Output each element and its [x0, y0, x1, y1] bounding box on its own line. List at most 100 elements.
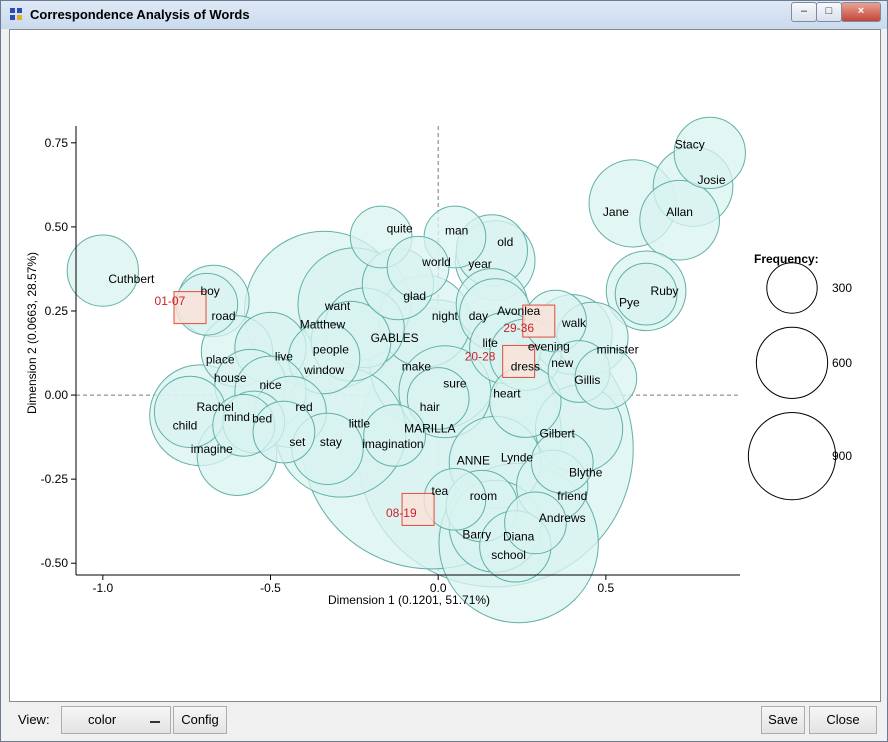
section-label: 08-19: [386, 506, 417, 520]
word-label: hair: [420, 400, 440, 414]
section-marker: [401, 492, 435, 526]
word-label: window: [303, 363, 344, 377]
legend-bubble: [755, 326, 829, 399]
word-label: friend: [557, 489, 587, 503]
word-label: road: [212, 309, 236, 323]
word-label: Josie: [697, 173, 725, 187]
minimize-button[interactable]: –: [791, 2, 817, 22]
word-bubble: [574, 346, 638, 410]
section-marker: [173, 291, 207, 325]
word-label: night: [432, 309, 459, 323]
view-select[interactable]: color: [61, 706, 171, 734]
word-bubble: [614, 262, 678, 326]
word-label: Allan: [666, 205, 693, 219]
legend-title: Frequency:: [754, 252, 819, 266]
word-label: boy: [200, 284, 219, 298]
word-label: child: [173, 418, 198, 432]
word-label: Stacy: [675, 137, 705, 151]
y-tick-label: 0.00: [45, 388, 69, 402]
word-label: live: [275, 349, 293, 363]
word-label: quite: [387, 222, 413, 236]
word-label: glad: [403, 289, 426, 303]
word-label: Lynde: [501, 450, 534, 464]
word-bubble: [288, 321, 361, 395]
word-label: people: [313, 343, 349, 357]
word-label: old: [497, 235, 513, 249]
legend-bubble: [766, 262, 818, 314]
word-label: man: [445, 223, 468, 237]
word-label: stay: [320, 435, 342, 449]
close-window-button[interactable]: ×: [841, 2, 881, 22]
word-label: Avonlea: [497, 304, 540, 318]
word-label: room: [470, 489, 497, 503]
y-tick-label: 0.25: [45, 304, 69, 318]
correspondence-plot: -1.0 -0.5 0.0 0.5 -0.50 -0.25 0.00 0.25 0.50 0.75…: [25, 116, 852, 624]
word-label: Pye: [619, 296, 640, 310]
x-tick-label: 0.0: [430, 581, 447, 595]
legend-label: 300: [832, 281, 852, 295]
word-label: Cuthbert: [108, 272, 155, 286]
config-button[interactable]: Config: [173, 706, 227, 734]
word-bubble: [252, 400, 316, 464]
x-tick-label: 0.5: [598, 581, 615, 595]
word-label: Blythe: [569, 465, 603, 479]
maximize-button[interactable]: □: [816, 2, 842, 22]
y-tick-label: -0.50: [41, 556, 69, 570]
view-select-value: color: [88, 712, 117, 727]
word-label: imagination: [362, 437, 423, 451]
section-label: 01-07: [155, 294, 186, 308]
word-label: MARILLA: [404, 422, 455, 436]
word-label: Gilbert: [540, 427, 576, 441]
word-bubble: [530, 430, 594, 494]
word-label: tea: [432, 484, 449, 498]
section-label: 29-36: [503, 321, 534, 335]
dropdown-arrow-icon: [150, 718, 160, 723]
x-tick-label: -0.5: [260, 581, 281, 595]
word-label: want: [324, 299, 351, 313]
word-label: nice: [259, 378, 281, 392]
word-bubble: [363, 404, 426, 467]
legend-label: 900: [832, 449, 852, 463]
close-button[interactable]: Close: [809, 706, 877, 734]
window-title: Correspondence Analysis of Words: [30, 7, 250, 22]
word-label: world: [421, 255, 451, 269]
word-bubble: [673, 116, 746, 190]
word-label: little: [349, 417, 371, 431]
word-bubble: [639, 179, 720, 261]
word-label: new: [551, 356, 573, 370]
word-label: walk: [561, 316, 587, 330]
word-label: dress: [511, 359, 540, 373]
view-label: View:: [18, 712, 50, 727]
word-label: heart: [493, 386, 521, 400]
word-bubble: [504, 491, 567, 555]
word-label: life: [482, 336, 498, 350]
word-label: evening: [528, 339, 570, 353]
section-marker: [522, 304, 556, 338]
word-label: mind: [224, 410, 250, 424]
word-label: school: [491, 548, 526, 562]
title-bar[interactable]: Correspondence Analysis of Words – □ ×: [1, 1, 887, 29]
word-label: year: [468, 257, 491, 271]
word-label: Rachel: [196, 400, 233, 414]
word-label: place: [206, 353, 235, 367]
section-marker: [502, 344, 536, 378]
word-bubble: [386, 235, 450, 299]
word-label: set: [289, 435, 306, 449]
word-label: ANNE: [457, 454, 490, 468]
word-label: house: [214, 371, 247, 385]
x-axis-label: Dimension 1 (0.1201, 51.71%): [328, 593, 490, 607]
word-label: Gillis: [574, 373, 600, 387]
app-icon: [10, 8, 22, 20]
word-label: make: [402, 359, 432, 373]
y-axis-label: Dimension 2 (0.0663, 28.57%): [25, 252, 39, 414]
word-label: GABLES: [371, 331, 419, 345]
word-label: Ruby: [651, 284, 679, 298]
word-label: Diana: [503, 529, 535, 543]
save-button[interactable]: Save: [761, 706, 805, 734]
y-tick-label: 0.75: [45, 136, 69, 150]
plot-canvas: -1.0 -0.5 0.0 0.5 -0.50 -0.25 0.00 0.25 0.50 0.75…: [9, 29, 881, 702]
word-label: bed: [252, 412, 272, 426]
word-bubble: [406, 367, 470, 430]
x-tick-label: -1.0: [92, 581, 113, 595]
